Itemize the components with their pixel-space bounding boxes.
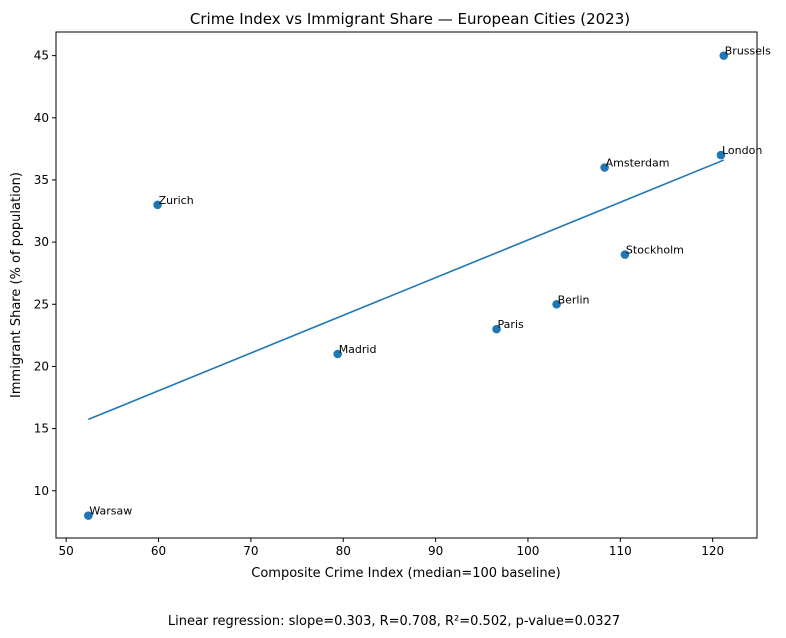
y-axis-label: Immigrant Share (% of population) bbox=[9, 172, 24, 398]
y-tick-label: 35 bbox=[34, 173, 49, 187]
y-tick-label: 10 bbox=[34, 484, 49, 498]
y-tick-label: 15 bbox=[34, 422, 49, 436]
data-point bbox=[84, 511, 93, 520]
data-point bbox=[719, 51, 729, 60]
data-point bbox=[552, 299, 561, 309]
x-axis: 50 60 70 80 90 100 110 120 bbox=[59, 538, 724, 558]
x-tick-label: 80 bbox=[336, 544, 351, 558]
data-point bbox=[716, 150, 726, 160]
y-axis: 10 15 20 25 30 35 40 45 bbox=[34, 49, 56, 498]
x-tick-label: 70 bbox=[243, 544, 258, 558]
x-tick-label: 100 bbox=[516, 544, 539, 558]
y-tick-label: 25 bbox=[34, 297, 49, 311]
regression-footnote: Linear regression: slope=0.303, R=0.708,… bbox=[168, 614, 620, 629]
y-tick-label: 30 bbox=[34, 235, 49, 249]
regression-line bbox=[88, 159, 725, 421]
point-label: Berlin bbox=[558, 293, 590, 306]
point-label: Stockholm bbox=[626, 244, 684, 257]
y-tick-label: 45 bbox=[34, 49, 49, 63]
data-series: Brussels London Amsterdam Zurich Stockholm Be… bbox=[84, 45, 771, 520]
point-label: Warsaw bbox=[89, 505, 132, 518]
data-point bbox=[492, 324, 501, 334]
point-label: Brussels bbox=[725, 45, 771, 58]
x-tick-label: 60 bbox=[151, 544, 166, 558]
point-label: Paris bbox=[498, 318, 524, 331]
point-label: London bbox=[722, 144, 762, 157]
data-point bbox=[600, 163, 609, 172]
point-label: Amsterdam bbox=[606, 157, 670, 170]
data-point bbox=[620, 250, 630, 259]
data-point bbox=[333, 349, 342, 359]
x-tick-label: 90 bbox=[428, 544, 443, 558]
x-axis-label: Composite Crime Index (median=100 baseli… bbox=[251, 566, 560, 581]
plot-area bbox=[55, 31, 758, 539]
x-tick-label: 120 bbox=[701, 544, 724, 558]
data-point bbox=[153, 200, 162, 210]
x-tick-label: 50 bbox=[59, 544, 74, 558]
point-label: Madrid bbox=[339, 343, 377, 356]
y-tick-label: 40 bbox=[34, 111, 49, 125]
point-label: Zurich bbox=[159, 194, 194, 207]
chart-title: Crime Index vs Immigrant Share — Europea… bbox=[190, 10, 630, 28]
x-tick-label: 110 bbox=[609, 544, 632, 558]
y-tick-label: 20 bbox=[34, 359, 49, 373]
